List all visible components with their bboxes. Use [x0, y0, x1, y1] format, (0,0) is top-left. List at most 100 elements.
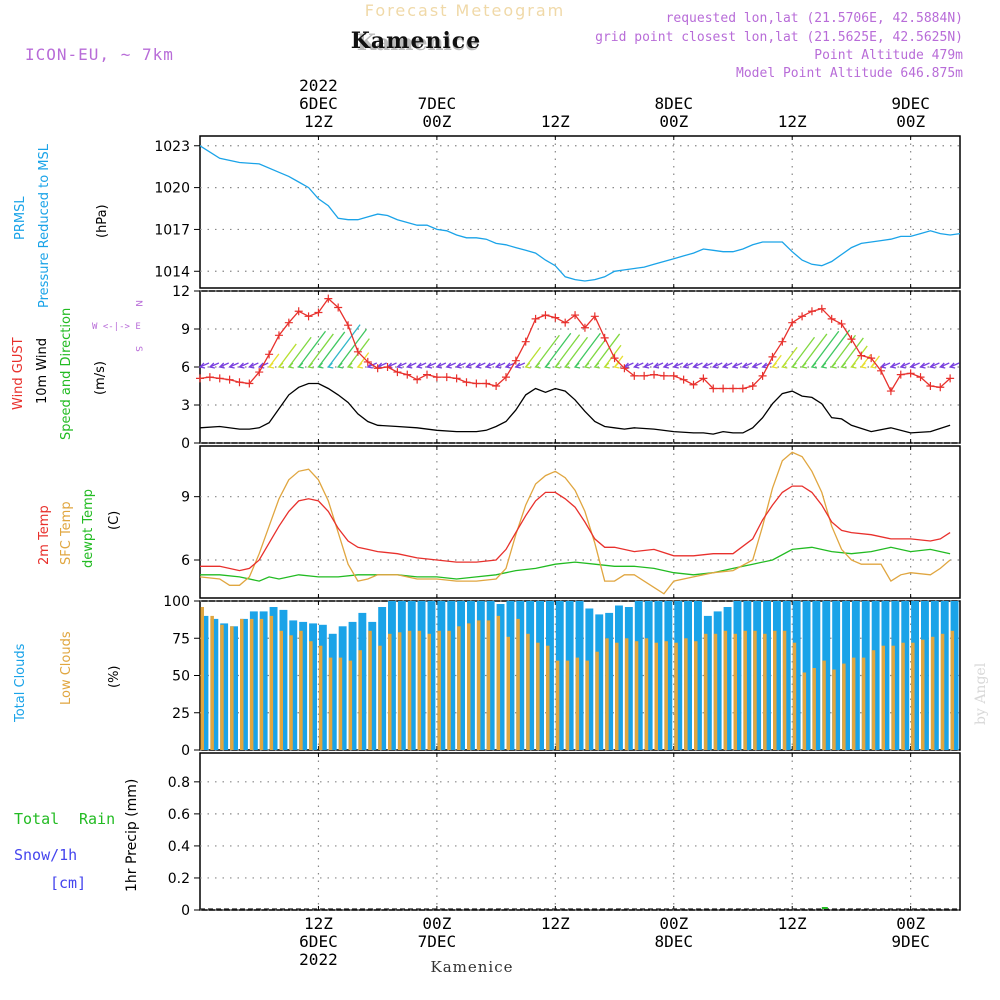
- total-cloud-bar: [476, 601, 485, 750]
- footer-location: Kamenice: [431, 958, 514, 976]
- wind-barb-head: [465, 362, 472, 369]
- low-cloud-bar: [832, 669, 836, 750]
- gust-marker: [294, 307, 303, 316]
- total-cloud-bar: [674, 601, 683, 750]
- total-cloud-bar: [713, 611, 722, 750]
- total-cloud-bar: [506, 601, 515, 750]
- low-cloud-bar: [526, 633, 530, 750]
- total-cloud-bar: [259, 611, 268, 750]
- gust-marker: [304, 312, 313, 321]
- wind-barb-head: [198, 362, 206, 369]
- total-cloud-bar: [792, 601, 801, 750]
- y-tick-label-clouds: 25: [172, 706, 190, 722]
- wind-barb-head: [267, 362, 275, 369]
- wind-barb-shaft: [584, 339, 606, 368]
- wind-barb-head: [218, 362, 225, 369]
- wind-barb-head: [356, 362, 364, 369]
- wind-barb: [583, 339, 606, 369]
- wind-barb-shaft: [337, 328, 368, 368]
- wind-barb-head: [682, 362, 689, 369]
- compass-we: W <-|-> E: [92, 322, 141, 332]
- total-cloud-bar: [575, 601, 584, 750]
- sfc-temp-line: [199, 451, 951, 595]
- wind-barb: [238, 362, 249, 369]
- wind-barb: [741, 362, 753, 369]
- low-cloud-bar: [871, 650, 876, 750]
- total-cloud-bar: [950, 601, 959, 750]
- low-cloud-bar: [437, 630, 441, 750]
- wind-barb: [484, 362, 496, 369]
- time-label-bottom: 6DEC: [299, 932, 338, 951]
- wind-barb-shaft: [308, 333, 334, 368]
- wind-barb: [228, 362, 239, 369]
- total-cloud-bar: [921, 601, 929, 750]
- low-cloud-bar: [624, 638, 629, 751]
- wind-barb-head: [257, 362, 265, 369]
- total-cloud-bar: [664, 601, 673, 750]
- wind-barb-head: [534, 362, 541, 369]
- total-cloud-bar: [348, 621, 357, 750]
- low-cloud-bar: [259, 618, 264, 750]
- wind-barb: [277, 343, 297, 369]
- gust-marker: [778, 337, 787, 346]
- total-cloud-bar: [358, 612, 367, 750]
- pressure-unit: (hPa): [95, 204, 110, 238]
- wind-barb-head: [850, 362, 857, 369]
- wind-barb: [544, 332, 572, 369]
- wind-barb: [455, 362, 466, 369]
- wind-barb-head: [642, 362, 650, 369]
- wind-barb: [573, 332, 601, 369]
- total-cloud-bar: [684, 601, 692, 750]
- wind-barb-shaft: [288, 336, 312, 368]
- total-cloud-bar: [467, 601, 475, 750]
- gust-marker: [344, 321, 353, 330]
- gust-marker: [393, 368, 402, 377]
- gust-marker: [946, 374, 955, 383]
- location-title: Kamenice: [351, 28, 481, 54]
- wind-barb: [889, 362, 901, 369]
- low-cloud-bar: [388, 633, 392, 750]
- time-label-top: 00Z: [659, 112, 688, 131]
- total-cloud-bar: [644, 601, 653, 750]
- time-label-top: 8DEC: [655, 94, 694, 113]
- wind-barb-shaft: [278, 343, 297, 368]
- total-clouds-label: Total Clouds: [13, 643, 28, 723]
- low-cloud-bar: [703, 633, 708, 750]
- wind-barb-head: [475, 362, 482, 369]
- low-cloud-bar: [684, 638, 688, 751]
- low-cloud-bar: [921, 639, 925, 750]
- low-cloud-bar: [694, 641, 698, 750]
- snow-unit: [cm]: [50, 874, 86, 892]
- total-cloud-bar: [861, 601, 870, 750]
- wind-barb: [632, 362, 644, 369]
- total-cloud-bar: [694, 601, 702, 750]
- wind-barb: [593, 333, 621, 369]
- wind-barb-head: [810, 362, 818, 369]
- low-cloud-bar: [634, 641, 639, 750]
- wind-barb-head: [721, 362, 729, 369]
- time-label-top: 00Z: [422, 112, 451, 131]
- wind-barb-head: [751, 362, 758, 369]
- low-cloud-bar: [674, 642, 678, 750]
- total-cloud-bar: [881, 601, 890, 750]
- wind-barb-head: [929, 362, 936, 369]
- wind-barb: [642, 362, 654, 369]
- gust-marker: [225, 375, 234, 384]
- total-cloud-bar: [496, 604, 505, 750]
- time-label-bottom: 2022: [299, 950, 338, 969]
- low-cloud-bar: [881, 645, 885, 750]
- wind-barb: [652, 362, 664, 369]
- y-tick-label-clouds: 75: [172, 631, 190, 647]
- gust-marker: [482, 379, 491, 388]
- wind-barb-head: [494, 362, 502, 369]
- wind-barb-shaft: [298, 330, 327, 368]
- wind-barb: [869, 355, 880, 369]
- gust-marker: [798, 312, 807, 321]
- total-cloud-bar: [891, 601, 900, 750]
- wind-barb-head: [346, 362, 354, 369]
- wind-barb-shaft: [544, 332, 572, 368]
- wind-barb: [781, 346, 798, 369]
- gust-marker: [255, 368, 264, 377]
- time-label-bottom: 12Z: [778, 914, 807, 933]
- time-label-bottom: 7DEC: [418, 932, 457, 951]
